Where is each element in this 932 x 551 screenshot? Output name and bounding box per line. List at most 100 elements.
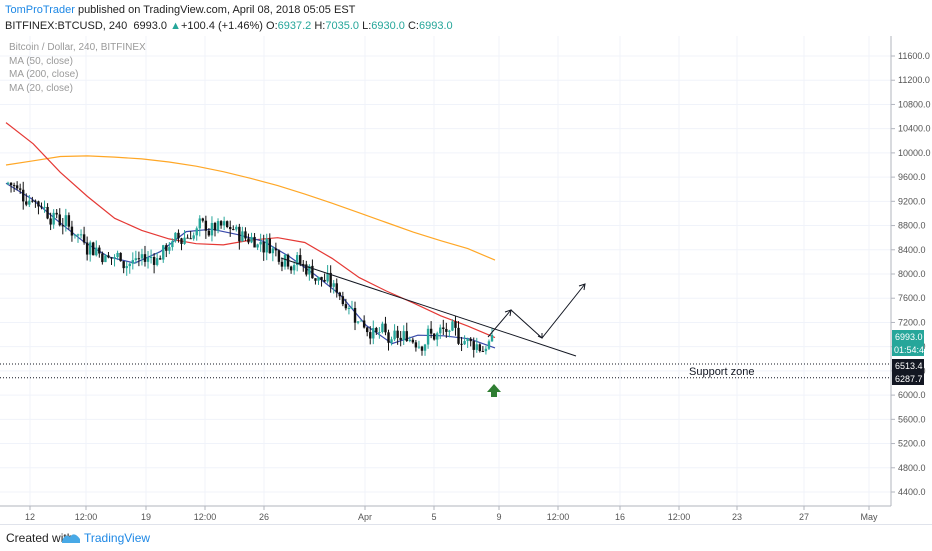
chart-legend: Bitcoin / Dollar, 240, BITFINEX MA (50, … <box>9 42 146 94</box>
candle-body <box>332 283 335 287</box>
candle-body <box>308 265 311 275</box>
candle-body <box>155 258 159 265</box>
candle-body <box>210 222 214 236</box>
candle-body <box>460 343 463 345</box>
candle-body <box>353 307 357 323</box>
candle-body <box>314 278 317 281</box>
price-tick-label: 9200.0 <box>898 196 926 206</box>
candle-body <box>463 341 466 345</box>
low-label: L: <box>362 20 372 32</box>
candle-body <box>317 276 320 281</box>
candle-body <box>222 221 226 226</box>
candle-body <box>85 242 89 255</box>
candle-body <box>31 200 34 202</box>
last-price-tag-text: 6993.0 <box>895 332 923 342</box>
candle-body <box>125 266 128 269</box>
author-link[interactable]: TomProTrader <box>5 4 75 16</box>
price-tick-label: 4400.0 <box>898 487 926 497</box>
candle-body <box>92 242 95 256</box>
symbol-info: BITFINEX:BTCUSD, 240 6993.0 ▲+100.4 (+1.… <box>5 20 453 32</box>
candle-body <box>22 189 25 202</box>
candle-body <box>442 327 445 329</box>
candle-body <box>183 237 186 244</box>
candle-body <box>454 321 457 328</box>
candle-body <box>481 351 485 353</box>
candle-body <box>302 263 305 265</box>
candle-body <box>219 221 223 226</box>
candle-body <box>46 206 49 219</box>
candle-body <box>28 200 31 205</box>
candle-body <box>426 328 430 345</box>
legend-ma-20[interactable]: MA (20, close) <box>9 83 73 94</box>
candle-body <box>241 231 244 242</box>
legend-ma-50[interactable]: MA (50, close) <box>9 56 73 67</box>
candle-body <box>55 212 58 215</box>
candle-body <box>49 218 52 225</box>
support-zone-label: Support zone <box>689 366 754 378</box>
candle-body <box>457 327 460 344</box>
support-lower-tag-text: 6287.7 <box>895 374 923 384</box>
candle-body <box>131 260 135 264</box>
price-chart[interactable]: 11600.0 11200.0 10800.0 10400.0 10000.0 9600.… <box>0 36 932 524</box>
legend-title: Bitcoin / Dollar, 240, BITFINEX <box>9 42 146 53</box>
time-axis[interactable]: 12 12:00 19 12:00 26 Apr 5 9 12:00 16 12:00 23 27 May <box>25 506 878 522</box>
candle-body <box>152 257 156 265</box>
candle-body <box>180 238 183 244</box>
candle-body <box>396 330 399 338</box>
tradingview-logo-icon <box>62 534 80 543</box>
candle-body <box>329 272 332 287</box>
candle-body <box>372 328 375 339</box>
chart-area[interactable]: 11600.0 11200.0 10800.0 10400.0 10000.0 9600.… <box>0 36 932 524</box>
candle-body <box>110 257 113 259</box>
support-upper-tag <box>892 359 924 372</box>
candle-body <box>344 304 348 309</box>
candle-body <box>174 232 177 242</box>
time-tick-label: Apr <box>358 512 372 522</box>
last-price: 6993.0 <box>133 20 168 32</box>
candle-body <box>61 225 64 227</box>
time-tick-label: 12:00 <box>547 512 570 522</box>
time-tick-label: 27 <box>799 512 809 522</box>
candle-body <box>311 265 314 279</box>
price-tags: 6993.0 01:54:41 6513.4 6287.7 <box>892 330 929 385</box>
projection-arrowhead <box>537 333 543 339</box>
candles <box>6 181 494 358</box>
candle-body <box>198 218 201 229</box>
candle-body <box>439 327 442 334</box>
candle-body <box>280 261 284 267</box>
candle-body <box>289 266 293 271</box>
candle-body <box>134 258 138 261</box>
candle-body <box>116 252 119 258</box>
candle-body <box>88 242 92 255</box>
candle-body <box>490 334 494 342</box>
candle-body <box>299 255 302 264</box>
candle-body <box>119 252 122 262</box>
tradingview-brand-link[interactable]: TradingView <box>84 531 151 545</box>
time-tick-label: 26 <box>259 512 269 522</box>
candle-body <box>76 234 80 236</box>
candle-body <box>320 276 323 280</box>
candle-body <box>40 206 43 208</box>
candle-body <box>338 292 341 297</box>
candle-body <box>393 330 396 340</box>
candle-body <box>472 341 475 350</box>
grid <box>0 36 891 506</box>
candle-body <box>140 254 144 259</box>
candle-body <box>478 344 482 352</box>
countdown-tag <box>892 343 924 356</box>
candle-body <box>247 238 250 243</box>
candle-body <box>399 337 402 340</box>
legend-ma-200[interactable]: MA (200, close) <box>9 69 78 80</box>
candle-body <box>390 339 393 343</box>
candle-body <box>323 279 326 282</box>
candle-body <box>73 234 77 236</box>
candle-body <box>262 241 265 253</box>
candle-body <box>369 332 372 339</box>
candle-body <box>101 253 104 263</box>
candle-body <box>213 222 217 231</box>
candle-body <box>34 200 37 202</box>
time-tick-label: 23 <box>732 512 742 522</box>
price-tick-label: 11200.0 <box>898 75 930 85</box>
candle-body <box>487 341 491 349</box>
ma-200-line <box>5 155 496 261</box>
